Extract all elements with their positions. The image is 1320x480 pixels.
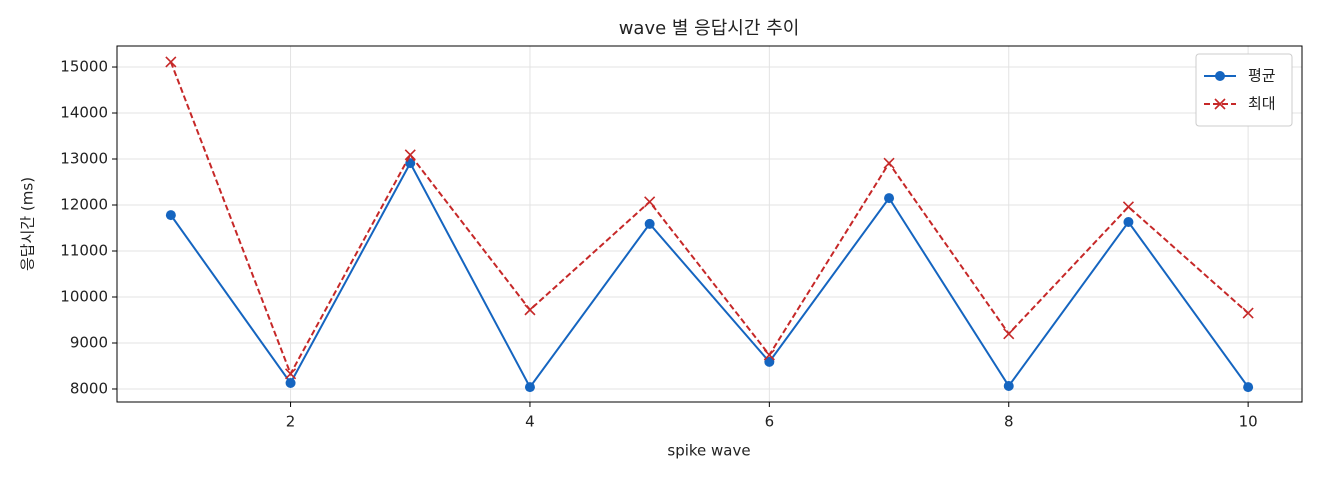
legend-marker [1214,98,1226,110]
marker [284,368,297,380]
legend-box [1195,53,1293,127]
x-tick-label: 4 [525,413,535,431]
marker [764,356,775,367]
y-tick-label: 14000 [60,104,108,122]
series-line [169,61,1249,377]
marker [165,56,177,68]
marker [524,304,536,316]
marker [165,210,176,221]
y-tick-label: 10000 [60,287,108,305]
y-axis-label: 응답시간 (ms) [19,177,37,271]
y-tick-label: 13000 [60,150,108,168]
marker [1003,328,1015,340]
x-tick-label: 6 [765,413,775,431]
marker [644,196,656,208]
y-tick-label: 12000 [60,196,108,214]
marker [1003,380,1014,391]
legend-marker [1215,71,1225,81]
marker [884,193,895,204]
marker [1243,382,1254,393]
legend-label: 최대 [1248,95,1276,113]
legend-label: 평균 [1248,67,1276,85]
marker [883,157,895,169]
y-tick-label: 8000 [70,379,108,397]
y-tick-label: 11000 [60,241,108,259]
marker [524,382,535,393]
plot-frame [116,45,1303,403]
y-tick-label: 15000 [60,58,108,76]
y-tick-label: 9000 [70,333,108,351]
x-tick-label: 8 [1004,413,1014,431]
x-tick-label: 10 [1239,413,1258,431]
marker [1242,307,1254,319]
series-line [170,161,1249,390]
marker [644,218,655,229]
x-tick-label: 2 [286,413,296,431]
marker [404,149,416,161]
marker [1122,201,1135,213]
marker [763,349,775,361]
marker [285,378,296,389]
x-axis-label: spike wave [667,442,750,460]
chart-title: wave 별 응답시간 추이 [619,18,800,39]
marker [1123,217,1134,228]
